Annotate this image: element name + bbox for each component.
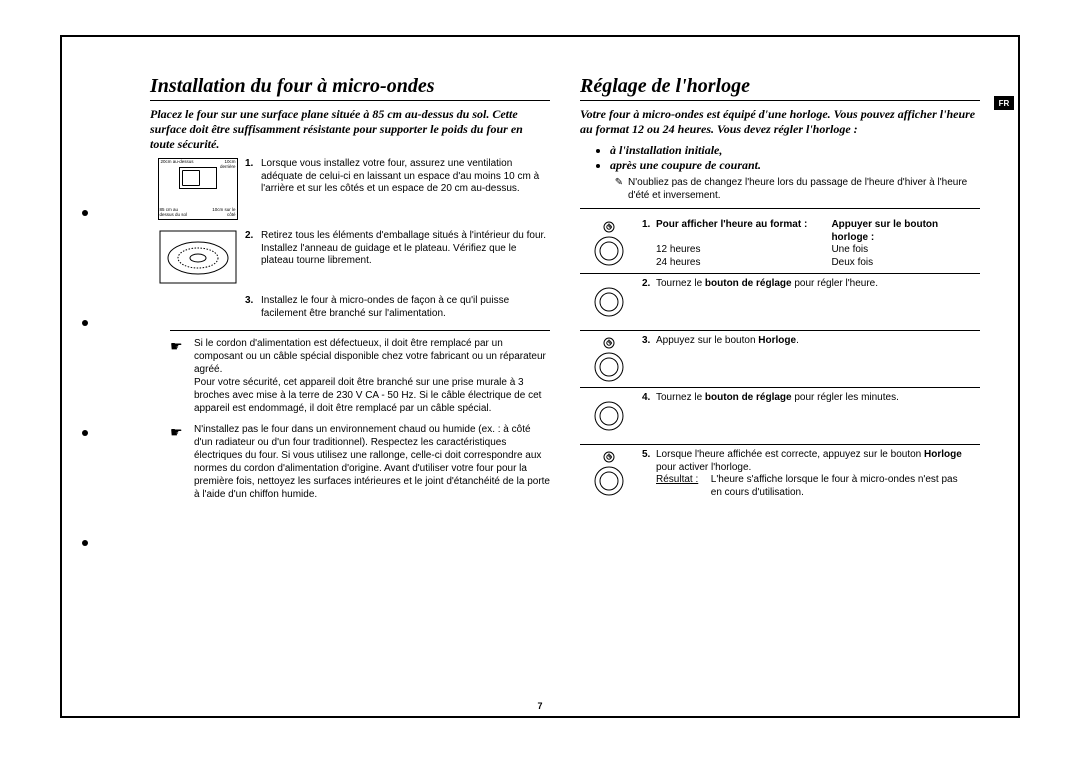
divider bbox=[580, 208, 980, 209]
right-column: Réglage de l'horloge Votre four à micro-… bbox=[565, 75, 980, 708]
table-header: Pour afficher l'heure au format : bbox=[656, 219, 829, 244]
binder-dots bbox=[82, 0, 92, 763]
clock-step: 3. Appuyez sur le bouton Horloge. bbox=[580, 331, 980, 388]
warning-note: ☛ N'installez pas le four dans un enviro… bbox=[170, 423, 550, 501]
step-number: 5. bbox=[638, 449, 656, 462]
diagram-label: 10cm sur le côté bbox=[206, 208, 236, 218]
result-text: L'heure s'affiche lorsque le four à micr… bbox=[711, 474, 971, 499]
step-number: 3. bbox=[638, 335, 656, 348]
clock-step: 2. Tournez le bouton de réglage pour rég… bbox=[580, 274, 980, 331]
step-text: Tournez le bouton de réglage pour régler… bbox=[656, 278, 980, 291]
section-title-clock: Réglage de l'horloge bbox=[580, 75, 980, 101]
step-text: Lorsque l'heure affichée est correcte, a… bbox=[656, 449, 980, 499]
clock-bullets: à l'installation initiale, après une cou… bbox=[580, 143, 980, 173]
clock-step: 4. Tournez le bouton de réglage pour rég… bbox=[580, 388, 980, 445]
clock-intro: Votre four à micro-ondes est équipé d'un… bbox=[580, 107, 980, 137]
warning-note: ☛ Si le cordon d'alimentation est défect… bbox=[170, 337, 550, 415]
divider bbox=[170, 330, 550, 331]
install-step: 3. Installez le four à micro-ondes de fa… bbox=[150, 295, 550, 320]
installation-intro: Placez le four sur une surface plane sit… bbox=[150, 107, 550, 152]
step-number: 1. bbox=[245, 158, 261, 220]
result-label: Résultat : bbox=[656, 474, 698, 485]
table-cell: Deux fois bbox=[831, 257, 976, 270]
bullet-item: après une coupure de courant. bbox=[610, 158, 980, 173]
format-table: Pour afficher l'heure au format : Appuye… bbox=[656, 219, 976, 269]
dial-icon bbox=[588, 278, 630, 326]
clock-step: 5. Lorsque l'heure affichée est correcte… bbox=[580, 445, 980, 503]
step-number: 2. bbox=[245, 230, 261, 285]
note-text: N'oubliez pas de changez l'heure lors du… bbox=[628, 177, 980, 202]
warning-text: Si le cordon d'alimentation est défectue… bbox=[194, 337, 550, 415]
dial-icon bbox=[588, 219, 630, 267]
turntable-diagram bbox=[159, 230, 237, 285]
left-column: Installation du four à micro-ondes Place… bbox=[150, 75, 565, 708]
dst-note: ✎ N'oubliez pas de changez l'heure lors … bbox=[610, 177, 980, 202]
step-text: Lorsque vous installez votre four, assur… bbox=[261, 158, 550, 220]
step-text: Tournez le bouton de réglage pour régler… bbox=[656, 392, 980, 405]
clock-step: 1. Pour afficher l'heure au format : App… bbox=[580, 215, 980, 274]
diagram-label: 20cm au-dessus bbox=[161, 160, 194, 165]
diagram-label: 85 cm au dessus du sol bbox=[160, 208, 194, 218]
table-cell: 12 heures bbox=[656, 244, 829, 257]
step-text: Appuyez sur le bouton Horloge. bbox=[656, 335, 980, 348]
table-cell: 24 heures bbox=[656, 257, 829, 270]
step-main-text: Lorsque l'heure affichée est correcte, a… bbox=[656, 449, 962, 473]
content-area: Installation du four à micro-ondes Place… bbox=[150, 75, 980, 708]
table-cell: Une fois bbox=[831, 244, 976, 257]
warning-text: N'installez pas le four dans un environn… bbox=[194, 423, 550, 501]
pointer-icon: ☛ bbox=[170, 337, 194, 415]
language-tab: FR bbox=[994, 96, 1014, 110]
step-number: 3. bbox=[245, 295, 261, 320]
step-text: Installez le four à micro-ondes de façon… bbox=[261, 295, 550, 320]
install-step: 20cm au-dessus 10cm derrière 85 cm au de… bbox=[150, 158, 550, 220]
installation-diagram: 20cm au-dessus 10cm derrière 85 cm au de… bbox=[158, 158, 238, 220]
diagram-label: 10cm derrière bbox=[214, 160, 236, 170]
note-icon: ✎ bbox=[610, 177, 628, 202]
step-number: 1. bbox=[638, 219, 656, 232]
step-number: 2. bbox=[638, 278, 656, 291]
step-text: Pour afficher l'heure au format : Appuye… bbox=[656, 219, 980, 269]
section-title-installation: Installation du four à micro-ondes bbox=[150, 75, 550, 101]
dial-icon bbox=[588, 392, 630, 440]
step-number: 4. bbox=[638, 392, 656, 405]
page: FR Installation du four à micro-ondes Pl… bbox=[0, 0, 1080, 763]
page-number: 7 bbox=[0, 701, 1080, 711]
dial-icon bbox=[588, 449, 630, 497]
table-header: Appuyer sur le bouton horloge : bbox=[831, 219, 976, 244]
dial-icon bbox=[588, 335, 630, 383]
step-text: Retirez tous les éléments d'emballage si… bbox=[261, 230, 550, 285]
install-step: 2. Retirez tous les éléments d'emballage… bbox=[150, 230, 550, 285]
pointer-icon: ☛ bbox=[170, 423, 194, 501]
bullet-item: à l'installation initiale, bbox=[610, 143, 980, 158]
